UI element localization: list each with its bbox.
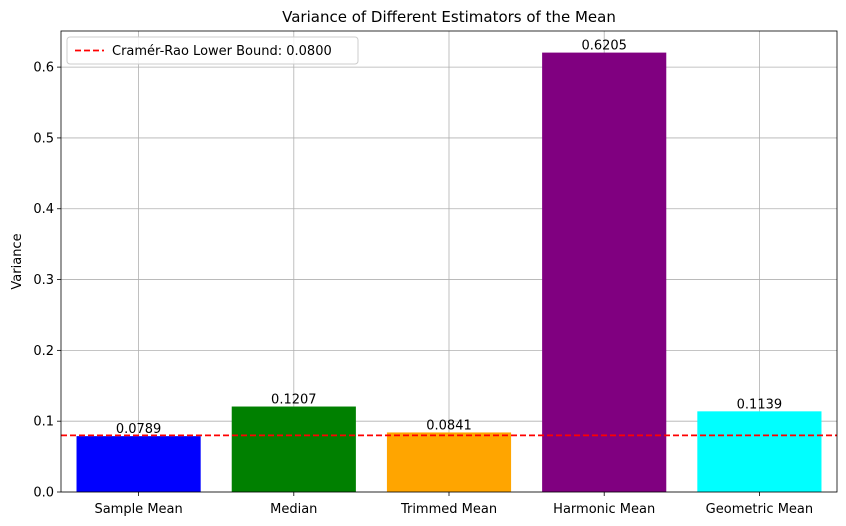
- bar-median: [231, 406, 356, 492]
- plot-frame: [60, 30, 838, 493]
- y-tick-label: 0.1: [33, 415, 54, 430]
- bar-value-label: 0.1207: [271, 393, 317, 408]
- y-tick-label: 0.3: [33, 273, 54, 288]
- bar-value-label: 0.6205: [581, 39, 627, 54]
- y-tick-label: 0.0: [33, 486, 54, 501]
- axes: 0.0 0.1 0.2 0.3 0.4 0.5 0.6 Sample Mean Median Tr…: [33, 30, 838, 517]
- bars: [76, 52, 822, 493]
- y-tick-label: 0.6: [33, 61, 54, 76]
- y-tick-label: 0.2: [33, 344, 54, 359]
- x-tick-label: Harmonic Mean: [553, 502, 655, 517]
- y-tick-label: 0.5: [33, 131, 54, 146]
- bar-geometric-mean: [697, 411, 822, 492]
- bar-sample-mean: [76, 436, 201, 492]
- data-labels: 0.0789 0.1207 0.0841 0.6205 0.1139: [116, 39, 782, 438]
- bar-trimmed-mean: [386, 432, 512, 492]
- chart-title: Variance of Different Estimators of the …: [282, 8, 616, 26]
- x-tick-label: Geometric Mean: [706, 502, 813, 517]
- bar-value-label: 0.0841: [426, 418, 472, 433]
- x-tick-label: Median: [270, 502, 317, 517]
- y-axis-label: Variance: [10, 233, 25, 289]
- bar-value-label: 0.1139: [737, 397, 783, 412]
- legend: Cramér-Rao Lower Bound: 0.0800: [66, 36, 359, 65]
- x-tick-label: Trimmed Mean: [400, 502, 497, 517]
- bar-value-label: 0.0789: [116, 422, 162, 437]
- legend-box: [66, 36, 359, 65]
- legend-entry-label: Cramér-Rao Lower Bound: 0.0800: [112, 44, 332, 59]
- bar-harmonic-mean: [542, 52, 667, 493]
- y-tick-label: 0.4: [33, 202, 54, 217]
- x-tick-label: Sample Mean: [94, 502, 182, 517]
